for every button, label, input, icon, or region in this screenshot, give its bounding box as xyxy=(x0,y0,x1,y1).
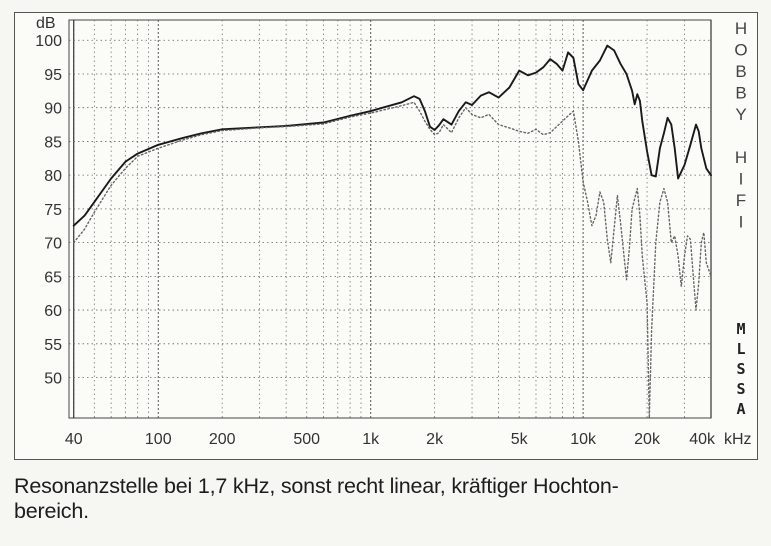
side-label-letter: H xyxy=(735,19,747,38)
y-tick-label: 80 xyxy=(44,168,62,185)
y-tick-label: 60 xyxy=(44,303,62,320)
y-tick-label: 70 xyxy=(44,236,62,253)
side-label-letter: O xyxy=(734,41,747,60)
plot-border xyxy=(14,12,758,460)
y-tick-label: 90 xyxy=(44,101,62,118)
y-tick-label: 100 xyxy=(35,33,62,50)
x-tick-label: 20k xyxy=(634,431,661,448)
side-label-letter: A xyxy=(736,400,745,418)
y-tick-label: 85 xyxy=(44,134,62,151)
side-label-letter: H xyxy=(735,148,747,167)
side-label-letter: F xyxy=(736,191,746,210)
side-label-letter: B xyxy=(735,62,746,81)
x-tick-label: 40 xyxy=(65,431,83,448)
y-tick-label: 75 xyxy=(44,202,62,219)
y-tick-label: 65 xyxy=(44,269,62,286)
x-tick-label: 5k xyxy=(511,431,529,448)
side-label-letter: I xyxy=(739,213,744,232)
y-axis-label: dB xyxy=(36,15,56,32)
grid-lines xyxy=(68,19,712,419)
series-line-dotted xyxy=(73,101,712,419)
figure-caption: Resonanzstelle bei 1,7 kHz, sonst recht … xyxy=(14,474,619,523)
side-label-letter: M xyxy=(736,320,745,338)
x-tick-labels: 40 100 200 500 1k 2k 5k 10k 20k 40k xyxy=(65,431,716,448)
side-label-letter: B xyxy=(735,84,746,103)
x-tick-label: 40k xyxy=(689,431,716,448)
x-tick-label: 2k xyxy=(426,431,444,448)
side-label-letter: S xyxy=(736,360,745,378)
x-tick-label: 10k xyxy=(570,431,597,448)
y-tick-label: 55 xyxy=(44,337,62,354)
x-tick-label: 1k xyxy=(362,431,380,448)
series-lines xyxy=(72,44,712,419)
chart-canvas: 50 55 60 65 70 75 80 85 90 95 100 40 100 200 500 1k 2k 5… xyxy=(14,12,758,460)
y-tick-labels: 50 55 60 65 70 75 80 85 90 95 100 xyxy=(35,33,62,387)
frequency-response-chart: 50 55 60 65 70 75 80 85 90 95 100 40 100 200 500 1k 2k 5… xyxy=(14,12,758,460)
x-axis-unit-label: kHz xyxy=(724,431,752,448)
y-tick-label: 95 xyxy=(44,67,62,84)
series-line-solid xyxy=(72,44,712,227)
side-label-letter: L xyxy=(736,340,745,358)
side-label-letter: Y xyxy=(735,105,746,124)
side-label-letter: S xyxy=(736,380,745,398)
x-tick-label: 100 xyxy=(145,431,172,448)
y-tick-label: 50 xyxy=(44,371,62,388)
x-tick-label: 200 xyxy=(209,431,236,448)
side-label-letter: I xyxy=(739,170,744,189)
x-tick-label: 500 xyxy=(293,431,320,448)
